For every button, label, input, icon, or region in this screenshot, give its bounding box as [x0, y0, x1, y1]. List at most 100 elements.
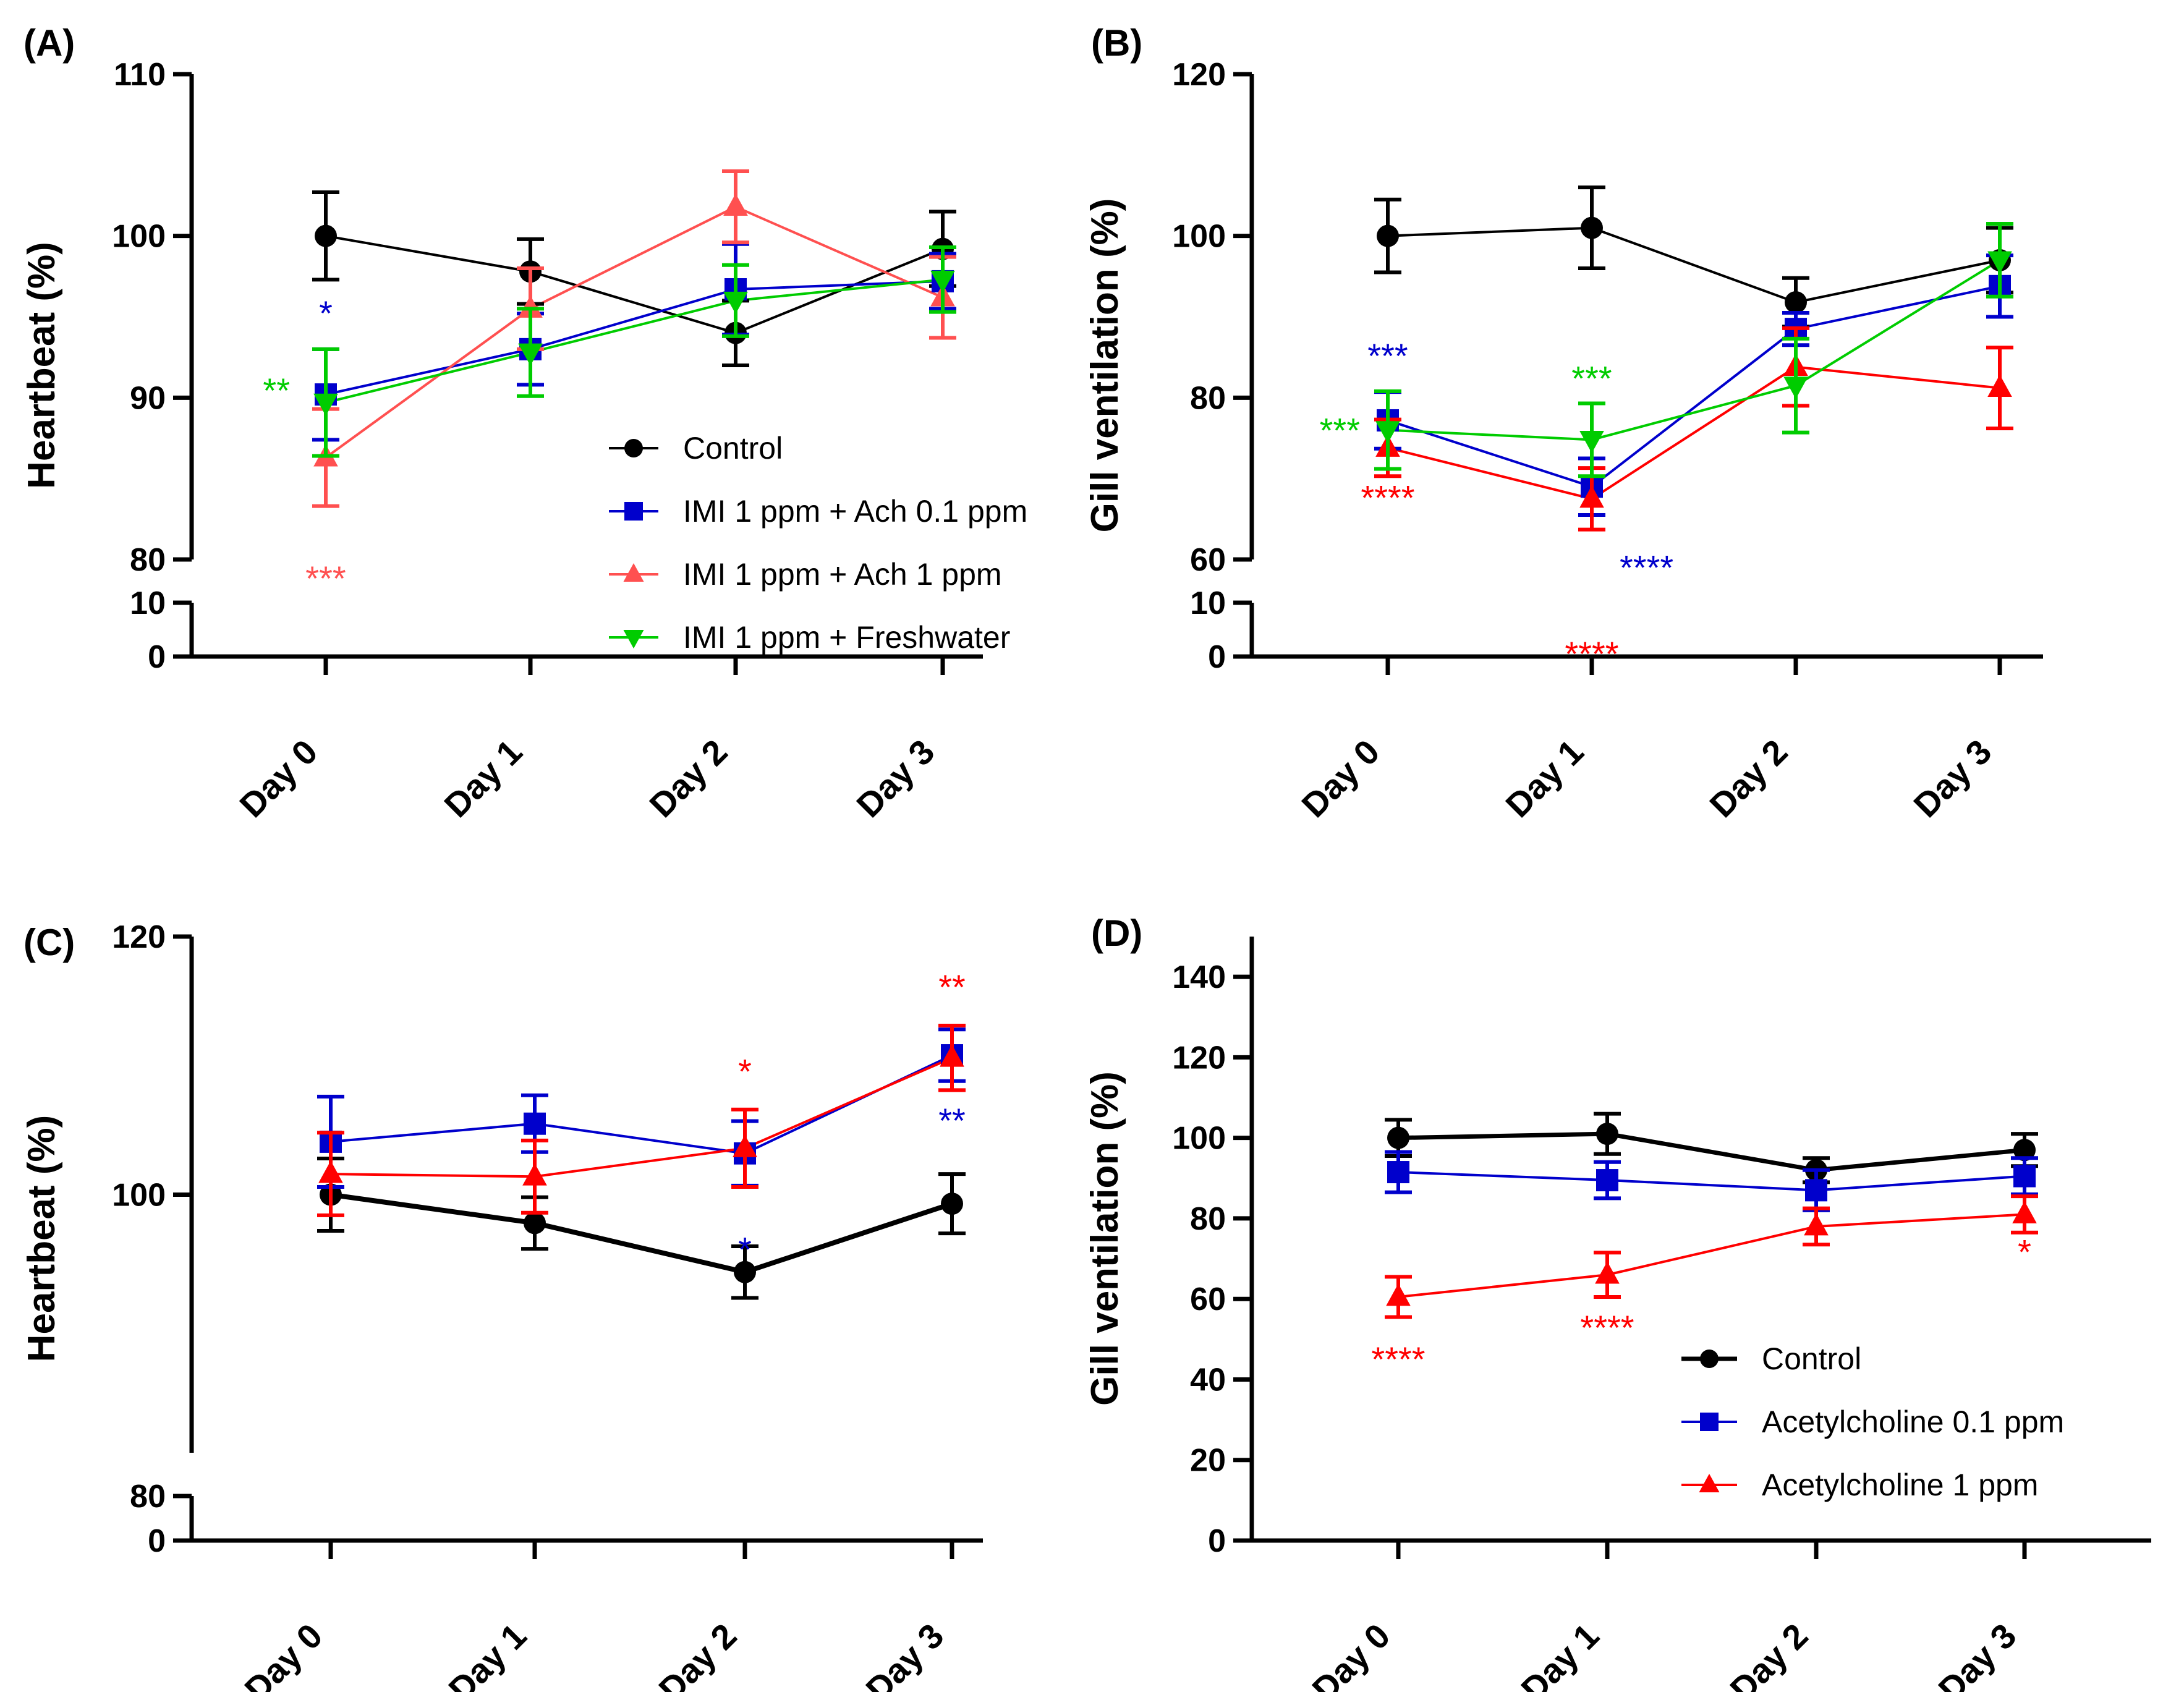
legend-label: Acetylcholine 0.1 ppm: [1762, 1405, 2064, 1439]
data-point-triangle: [733, 1134, 757, 1157]
y-tick-label: 140: [1172, 959, 1226, 995]
series-line-2: [1387, 284, 2000, 488]
y-tick-label-lower: 0: [1208, 639, 1226, 675]
data-point-circle: [734, 1260, 756, 1283]
y-tick-label: 80: [1190, 380, 1226, 416]
series-line-1: [330, 1192, 953, 1275]
data-point-circle: [1700, 1350, 1719, 1368]
data-point-triangle: [518, 295, 543, 318]
y-tick-label: 80: [130, 542, 166, 578]
y-tick-label-lower: 0: [148, 1523, 166, 1559]
significance-stars: ***: [1571, 359, 1612, 397]
significance-stars: ****: [1620, 548, 1673, 587]
y-axis-label: Heartbeat (%): [20, 1115, 63, 1363]
panel-label: (B): [1091, 22, 1142, 64]
data-point-triangle-down: [1579, 430, 1604, 453]
y-tick-label: 100: [1172, 1121, 1226, 1157]
data-point-triangle: [723, 193, 748, 216]
series-line-3: [1398, 1213, 2025, 1298]
y-tick-label: 100: [112, 219, 166, 255]
panel-label: (A): [23, 22, 75, 64]
y-tick-label: 120: [112, 919, 166, 955]
data-point-circle: [1581, 216, 1603, 239]
series-line-3: [330, 1056, 953, 1178]
y-tick-label: 60: [1190, 542, 1226, 578]
legend-label: IMI 1 ppm + Freshwater: [683, 620, 1010, 655]
significance-stars: **: [263, 371, 290, 410]
data-point-triangle-down: [723, 291, 748, 314]
significance-stars: ***: [305, 559, 346, 598]
series-line-2: [1398, 1171, 2025, 1192]
data-point-triangle-down: [313, 393, 338, 416]
legend: Control IMI 1 ppm + Ach 0.1 ppm IMI 1 ppm …: [609, 431, 1027, 655]
legend-label: Control: [683, 431, 783, 466]
significance-stars: ****: [1371, 1340, 1425, 1379]
data-point-square: [1596, 1169, 1618, 1192]
data-point-square: [1700, 1413, 1719, 1431]
data-point-square: [624, 502, 643, 521]
data-point-circle: [1387, 1126, 1409, 1149]
y-tick-label: 60: [1190, 1282, 1226, 1317]
data-point-triangle: [522, 1163, 547, 1186]
data-point-triangle: [318, 1160, 343, 1183]
significance-stars: ****: [1580, 1308, 1634, 1347]
data-point-triangle: [1386, 1283, 1411, 1306]
significance-stars: ***: [1320, 411, 1360, 450]
data-point-circle: [1785, 291, 1807, 313]
data-point-square: [2013, 1165, 2036, 1188]
series-1: [1385, 1112, 2038, 1184]
significance-stars: *: [738, 1230, 752, 1269]
data-point-triangle-down: [623, 630, 644, 648]
y-tick-label-lower: 80: [130, 1479, 166, 1515]
series-3: [1385, 1194, 2038, 1319]
series-line-3: [325, 205, 943, 459]
significance-stars: **: [938, 967, 966, 1006]
legend-label: IMI 1 ppm + Ach 0.1 ppm: [683, 494, 1027, 529]
data-point-circle: [1596, 1123, 1618, 1146]
y-tick-label: 20: [1190, 1443, 1226, 1479]
series-line-4: [325, 278, 943, 404]
significance-stars: *: [2018, 1232, 2031, 1271]
data-point-triangle: [940, 1044, 964, 1067]
data-point-triangle-down: [1783, 376, 1808, 399]
data-point-triangle-down: [1375, 421, 1400, 444]
series-4: [1374, 222, 2013, 478]
data-point-square: [524, 1112, 546, 1135]
data-point-circle: [2013, 1139, 2036, 1162]
y-tick-label: 120: [1172, 57, 1226, 93]
legend-label: Control: [1762, 1341, 1861, 1376]
data-point-circle: [524, 1212, 546, 1235]
significance-stars: ***: [1367, 336, 1408, 375]
data-point-triangle: [1579, 485, 1604, 508]
y-tick-label-lower: 10: [1190, 585, 1226, 621]
panel-label: (C): [23, 922, 75, 963]
series-line-1: [1387, 226, 2000, 304]
data-point-square: [1387, 1161, 1409, 1184]
y-axis-label: Heartbeat (%): [20, 242, 63, 489]
data-point-triangle-down: [518, 343, 543, 366]
data-point-square: [1805, 1179, 1827, 1202]
y-tick-label: 100: [1172, 219, 1226, 255]
legend: Control Acetylcholine 0.1 ppm Acetylcholin…: [1681, 1341, 2064, 1502]
data-point-triangle-down: [930, 270, 955, 293]
significance-stars: **: [938, 1101, 966, 1140]
significance-stars: ****: [1565, 634, 1618, 673]
y-tick-label: 110: [114, 57, 166, 93]
panel-label: (D): [1091, 912, 1142, 954]
legend-label: IMI 1 ppm + Ach 1 ppm: [683, 557, 1002, 592]
legend-label: Acetylcholine 1 ppm: [1762, 1468, 2038, 1502]
series-line-4: [1387, 259, 2001, 441]
series-2: [1385, 1150, 2038, 1212]
data-point-circle: [941, 1192, 963, 1215]
significance-stars: ****: [1361, 478, 1414, 517]
y-tick-label: 40: [1190, 1362, 1226, 1398]
series-3: [317, 1024, 966, 1217]
data-point-triangle: [1699, 1474, 1720, 1492]
y-tick-label: 80: [1190, 1201, 1226, 1237]
series-line-3: [1387, 365, 2000, 501]
data-point-circle: [624, 439, 643, 457]
data-point-triangle: [1804, 1213, 1829, 1236]
y-tick-label: 0: [1208, 1523, 1226, 1559]
